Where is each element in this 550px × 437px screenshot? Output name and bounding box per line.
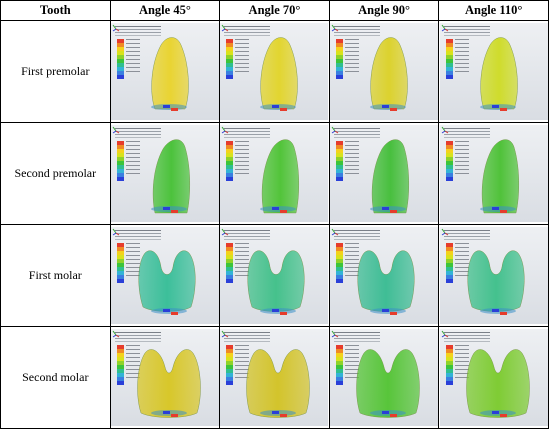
axis-triad-icon [222,126,229,134]
tooth-model [479,139,519,214]
axis-triad-icon [222,330,229,338]
stress-legend [116,141,124,181]
stress-plot-premolar2 [110,125,219,222]
tooth-model [246,349,311,418]
stress-legend [336,345,344,385]
tooth-model [248,250,305,315]
stress-plot-molar2 [110,329,219,426]
axis-triad-icon [331,126,339,134]
stress-plot-premolar2 [220,125,329,222]
stress-legend [445,141,453,181]
stress-legend [226,345,234,385]
header-angle-70: Angle 70° [219,0,330,21]
stress-plot-premolar [439,23,548,120]
axis-triad-icon [331,24,339,32]
row-label-first-molar: First molar [0,224,111,327]
tooth-model [466,349,530,418]
axis-triad-icon [331,228,339,236]
row-label-first-premolar: First premolar [0,20,111,123]
header-row: Tooth Angle 45° Angle 70° Angle 90° Angl… [0,0,549,21]
header-angle-110: Angle 110° [438,0,549,21]
stress-plot-premolar [220,23,329,120]
header-tooth: Tooth [0,0,111,21]
axis-triad-icon [112,228,120,236]
stress-plot-premolar2 [439,125,548,222]
stress-legend [226,243,234,283]
header-angle-90: Angle 90° [328,0,440,21]
tooth-model [479,37,518,111]
table-row: First premolar [0,20,549,123]
stress-legend [336,243,344,283]
stress-legend [445,39,453,79]
results-table: Tooth Angle 45° Angle 70° Angle 90° Angl… [0,0,549,429]
tooth-model [370,139,410,214]
stress-plot-premolar [110,23,219,120]
stress-plot-molar [330,227,439,324]
tooth-model [370,37,408,111]
tooth-model [150,139,190,214]
tooth-model [138,250,196,315]
stress-plot-premolar [330,23,439,120]
stress-legend [226,141,234,181]
stress-plot-premolar2 [330,125,439,222]
table-row: Second premolar [0,122,549,225]
axis-triad-icon [222,228,229,236]
stress-legend [445,345,453,385]
row-label-second-molar: Second molar [0,326,111,429]
stress-legend [116,39,124,79]
stress-legend [226,39,234,79]
stress-legend [116,345,124,385]
stress-plot-molar2 [220,329,329,426]
stress-legend [445,243,453,283]
table-row: First molar [0,224,549,327]
tooth-model [357,250,415,315]
table-row: Second molar [0,326,549,429]
axis-triad-icon [222,24,229,32]
stress-legend [116,243,124,283]
tooth-model [467,250,525,315]
axis-triad-icon [112,330,120,338]
axis-triad-icon [112,126,120,134]
header-angle-45: Angle 45° [109,0,221,21]
stress-plot-molar [220,227,329,324]
stress-plot-molar [439,227,548,324]
stress-legend [336,141,344,181]
axis-triad-icon [112,24,120,32]
tooth-model [150,37,189,111]
tooth-model [260,139,300,214]
tooth-model [137,349,201,418]
axis-triad-icon [331,330,339,338]
stress-plot-molar2 [330,329,439,426]
stress-plot-molar [110,227,219,324]
axis-triad-icon [441,330,448,338]
row-label-second-premolar: Second premolar [0,122,111,225]
stress-legend [336,39,344,79]
tooth-model [356,349,420,418]
tooth-model [260,37,299,111]
axis-triad-icon [441,24,448,32]
axis-triad-icon [441,126,448,134]
stress-plot-molar2 [439,329,548,426]
axis-triad-icon [441,228,448,236]
